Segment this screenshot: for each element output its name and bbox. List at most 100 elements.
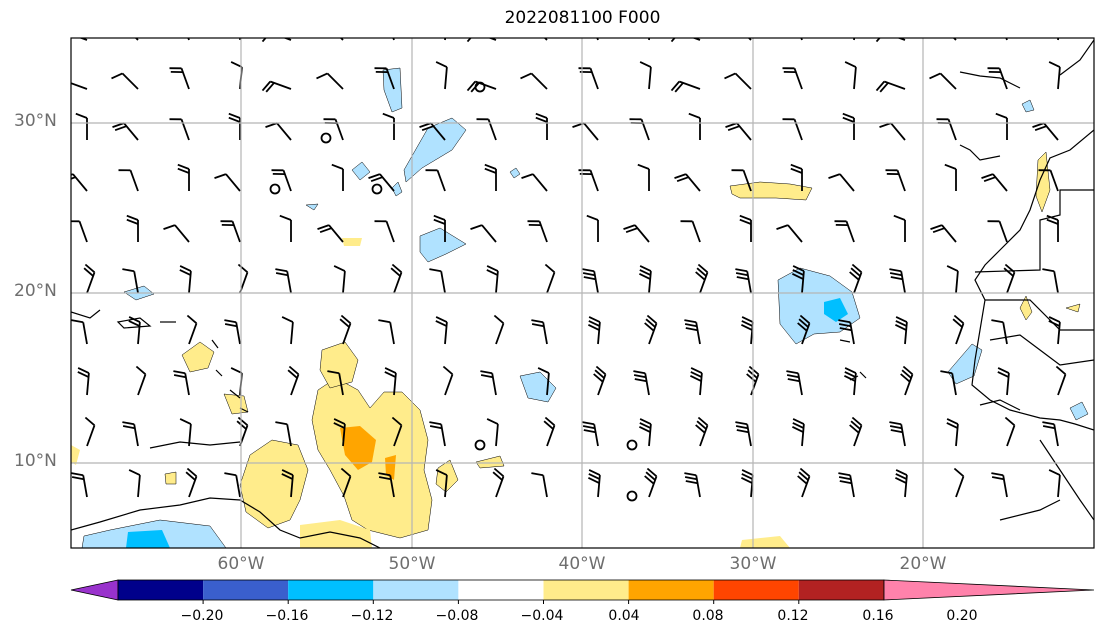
wind-barb (593, 365, 607, 396)
wind-barb (735, 421, 752, 447)
wind-barb (392, 38, 395, 41)
colorbar-segment (713, 580, 799, 600)
wind-barb (1038, 169, 1059, 192)
colorbar-label: −0.08 (435, 608, 479, 624)
wind-barb (895, 469, 908, 498)
wind-barb (946, 265, 959, 294)
wind-barb (173, 370, 190, 396)
negative-anomaly-region (1021, 99, 1035, 113)
wind-barb (800, 38, 803, 41)
negative-anomaly-region (419, 227, 467, 263)
colorbar-segment (458, 580, 544, 600)
wind-barb (122, 421, 139, 447)
wind-barb (384, 367, 397, 396)
lat-label-30n: 30°N (14, 111, 57, 131)
lon-label-50w: 50°W (388, 554, 436, 574)
wind-barb (493, 314, 505, 345)
wind-barb (838, 319, 855, 345)
strong-negative-region (126, 530, 170, 548)
wind-barb (637, 163, 650, 191)
wind-barb (71, 82, 88, 90)
wind-barb (261, 80, 292, 93)
wind-barb (1048, 316, 1061, 345)
wind-barb (71, 472, 88, 498)
wind-barb (885, 169, 906, 192)
wind-barb (470, 224, 497, 243)
wind-barb (265, 122, 292, 141)
wind-barb (520, 72, 548, 90)
wind-barb (279, 214, 292, 242)
wind-barb (588, 316, 601, 345)
wind-barb (953, 467, 965, 498)
colorbar-extend-max (883, 579, 1095, 601)
wind-barb (889, 268, 906, 294)
wind-barb (527, 220, 548, 243)
wind-barb (75, 112, 88, 140)
wind-barb (731, 169, 752, 192)
wind-barb (435, 469, 448, 498)
wind-barb (535, 112, 548, 140)
wind-barb (838, 472, 855, 498)
map-frame (70, 37, 1095, 549)
wind-barb (122, 268, 139, 294)
wind-barb (644, 314, 658, 345)
wind-barb (429, 421, 446, 447)
wind-barb (118, 169, 139, 192)
calm-marker (320, 132, 332, 144)
colorbar-label: −0.04 (520, 608, 564, 624)
colorbar-segment (118, 580, 204, 600)
wind-barb (997, 367, 1010, 396)
wind-barb (71, 220, 88, 243)
wind-barb (684, 319, 701, 345)
colorbar-label: −0.20 (180, 608, 224, 624)
wind-barb (433, 214, 446, 242)
wind-barb (135, 365, 147, 396)
wind-barb (797, 467, 811, 498)
wind-barb (128, 469, 141, 498)
wind-barb (78, 38, 88, 41)
wind-barb (214, 173, 241, 192)
wind-barb (875, 80, 906, 93)
positive-anomaly-region (475, 455, 505, 469)
wind-barb (739, 214, 752, 242)
wind-barb (185, 467, 198, 498)
wind-barb (995, 112, 1008, 140)
calm-marker (269, 183, 281, 195)
wind-barb (179, 265, 192, 294)
strong-negative-region (824, 298, 848, 322)
lon-label-20w: 20°W (899, 554, 947, 574)
wind-barb (544, 263, 556, 294)
wind-barb (929, 72, 957, 90)
wind-barb (834, 220, 855, 243)
wind-barb (275, 268, 292, 294)
wind-barb (639, 418, 652, 447)
wind-barb (186, 314, 198, 345)
wind-anomaly-map (70, 37, 1095, 549)
wind-barb (1046, 214, 1059, 242)
wind-barb (1055, 365, 1067, 396)
wind-barb (952, 314, 965, 345)
wind-barb (680, 220, 701, 243)
lon-label-30w: 30°W (729, 554, 777, 574)
calm-marker (371, 183, 383, 195)
wind-barb (623, 224, 650, 243)
wind-barb (786, 370, 803, 396)
wind-barb (179, 418, 192, 447)
wind-barb (239, 38, 242, 41)
wind-barb (126, 214, 139, 242)
wind-barb (940, 370, 957, 396)
wind-barb (1005, 38, 1008, 41)
wind-barb (391, 416, 403, 447)
wind-barb (790, 163, 803, 191)
wind-barb (327, 370, 344, 396)
colorbar-label: 0.04 (608, 608, 640, 624)
wind-barb (1032, 122, 1059, 141)
wind-barb (695, 416, 709, 447)
wind-barb (521, 173, 548, 192)
lat-label-20n: 20°N (14, 281, 57, 301)
wind-barb (316, 72, 344, 90)
wind-barb (374, 67, 395, 90)
positive-anomaly-region (729, 181, 813, 201)
positive-anomaly-region (239, 439, 309, 529)
wind-barb (828, 173, 855, 192)
